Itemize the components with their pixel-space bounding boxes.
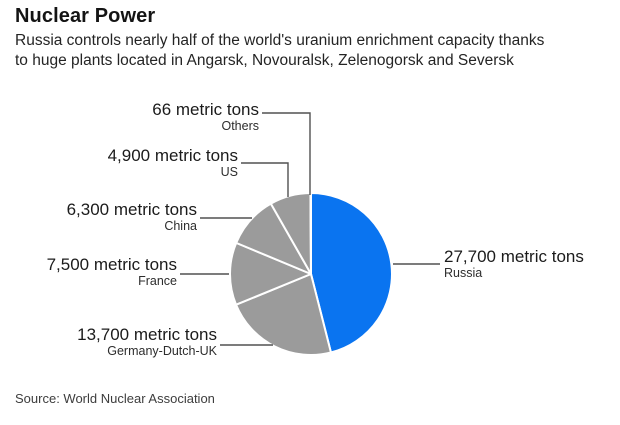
pie-label-others: 66 metric tons Others <box>152 100 259 133</box>
pie-label-china-name: China <box>164 219 197 233</box>
pie-label-germany-dutch-uk-value: 13,700 metric tons <box>77 325 217 344</box>
pie-label-china: 6,300 metric tons China <box>67 200 197 233</box>
leader-line-others <box>262 112 311 195</box>
chart-subtitle-line2: to huge plants located in Angarsk, Novou… <box>15 52 514 69</box>
pie-label-others-name: Others <box>221 119 259 133</box>
pie-label-russia-name: Russia <box>444 266 483 280</box>
chart-subtitle: Russia controls nearly half of the world… <box>15 31 615 71</box>
source-attribution: Source: World Nuclear Association <box>15 391 215 406</box>
pie-label-china-value: 6,300 metric tons <box>66 200 197 219</box>
pie-label-germany-dutch-uk: 13,700 metric tons Germany-Dutch-UK <box>77 325 217 358</box>
chart-subtitle-line1: Russia controls nearly half of the world… <box>15 32 545 49</box>
pie-label-france-name: France <box>138 274 177 288</box>
pie-label-us-value: 4,900 metric tons <box>107 146 238 165</box>
pie-slice-france <box>229 241 312 306</box>
pie-label-france: 7,500 metric tons France <box>47 255 177 288</box>
pie-slice-russia <box>310 192 393 354</box>
leader-line-us <box>241 162 289 197</box>
pie-label-us-name: US <box>220 165 238 179</box>
chart-title: Nuclear Power <box>15 5 156 27</box>
pie-label-others-value: 66 metric tons <box>152 100 259 119</box>
pie-label-russia-value: 27,700 metric tons <box>444 247 584 266</box>
pie-slice-germany-dutch-uk <box>235 273 332 356</box>
pie-label-russia: 27,700 metric tons Russia <box>444 247 584 280</box>
pie-label-france-value: 7,500 metric tons <box>46 255 177 274</box>
pie-label-us: 4,900 metric tons US <box>108 146 238 179</box>
pie-label-germany-dutch-uk-name: Germany-Dutch-UK <box>107 344 217 358</box>
pie-slice-others <box>309 191 312 275</box>
